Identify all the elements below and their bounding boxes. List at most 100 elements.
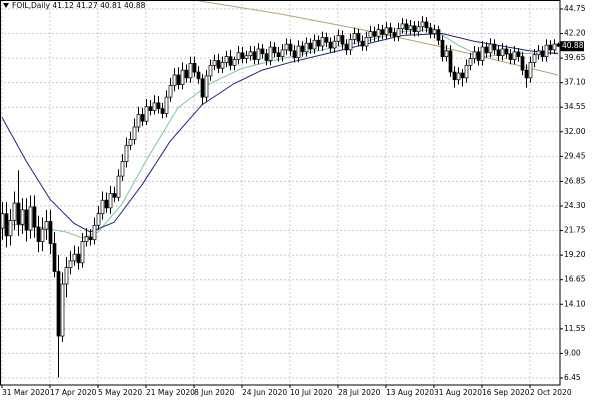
y-tick-label: 14.10 (564, 299, 586, 308)
candle-body (448, 50, 453, 73)
candle-body (452, 71, 457, 81)
candle-body (68, 260, 73, 269)
candle-body (92, 224, 97, 241)
candle-body (492, 43, 497, 51)
y-tick-label: 19.20 (564, 250, 586, 259)
candle-body (516, 51, 521, 58)
candle-body (360, 40, 365, 47)
candle-body (376, 29, 381, 37)
candle-body (96, 213, 101, 226)
candle-body (132, 126, 137, 140)
y-tick-label: 21.75 (564, 226, 586, 235)
y-tick-label: 32.00 (564, 127, 586, 136)
candle-body (348, 38, 353, 51)
candle-body (356, 33, 361, 42)
plot-frame (0, 0, 561, 386)
candle-body (428, 27, 433, 34)
x-tick-label: 21 May 2020 (146, 388, 195, 397)
axes: 44.75 42.20 39.65 37.10 34.55 32.00 29.45 26.85… (1, 4, 586, 397)
x-tick-label: 8 Jun 2020 (194, 388, 235, 397)
y-tick-label: 24.30 (564, 201, 586, 210)
x-tick-label: 5 May 2020 (98, 388, 142, 397)
candle-body (56, 271, 61, 337)
candle-body (380, 29, 385, 35)
candle-body (188, 63, 193, 79)
candle-body (116, 175, 121, 198)
candle-body (164, 96, 169, 114)
candle-body (236, 52, 241, 60)
candle-body (320, 37, 325, 47)
candle-body (140, 114, 145, 122)
plot (0, 0, 560, 378)
candle-body (88, 236, 93, 241)
header-value: 41.12 (52, 1, 74, 10)
x-tick-label: 31 Mar 2020 (2, 388, 50, 397)
candle-body (400, 23, 405, 30)
x-tick-label: 24 Jun 2020 (242, 388, 287, 397)
candle-body (244, 55, 249, 59)
candle-body (548, 44, 553, 51)
candle-body (476, 51, 481, 61)
candle-body (408, 25, 413, 31)
candle-body (240, 52, 245, 59)
candle-body (152, 102, 157, 111)
candle-body (36, 226, 41, 242)
candle-body (364, 37, 369, 47)
candle-body (404, 23, 409, 31)
candle-body (84, 236, 89, 242)
candle-body (300, 45, 305, 53)
candle-body (108, 193, 113, 209)
last-price-box (560, 41, 584, 52)
candle-body (460, 72, 465, 79)
candle-body (384, 27, 389, 35)
candle-body (444, 50, 449, 58)
x-tick-label: 10 Jul 2020 (290, 388, 333, 397)
candle-body (436, 29, 441, 41)
y-tick-label: 26.85 (564, 176, 586, 185)
candle-body (456, 72, 461, 81)
candle-body (100, 199, 105, 215)
candle-body (416, 26, 421, 32)
candle-body (504, 48, 509, 55)
candle-body (328, 41, 333, 49)
candle-body (508, 53, 513, 60)
candle-body (528, 62, 533, 79)
y-tick-label: 42.20 (564, 29, 586, 38)
candle-body (60, 283, 65, 337)
candle-body (160, 108, 165, 114)
candle-body (136, 114, 141, 128)
y-tick-label: 16.65 (564, 275, 586, 284)
candle-body (276, 52, 281, 58)
candle-body (256, 48, 261, 60)
menu-triangle[interactable] (3, 3, 9, 8)
candle-body (264, 53, 269, 61)
candle-body (304, 42, 309, 53)
candle-body (280, 49, 285, 58)
candle-body (344, 43, 349, 51)
candle-body (248, 51, 253, 57)
candle-body (396, 28, 401, 37)
candle-body (484, 46, 489, 54)
candle-body (524, 69, 529, 79)
candle-body (64, 267, 69, 285)
header-value: 40.81 (100, 1, 122, 10)
candle-body (176, 74, 181, 85)
candle-body (532, 54, 537, 63)
candle-body (80, 241, 85, 264)
y-tick-label: 37.10 (564, 78, 586, 87)
candle-body (12, 202, 17, 221)
candle-body (420, 21, 425, 28)
candle-body (120, 161, 125, 177)
candle-body (148, 106, 153, 111)
candle-body (288, 43, 293, 52)
x-tick-label: 31 Aug 2020 (434, 388, 482, 397)
candle-body (464, 64, 469, 79)
candle-body (144, 106, 149, 122)
candle-body (156, 102, 161, 110)
candle-body (252, 51, 257, 60)
candle-body (308, 42, 313, 50)
candle-body (472, 51, 477, 59)
candle-body (192, 63, 197, 73)
candle-body (336, 35, 341, 42)
